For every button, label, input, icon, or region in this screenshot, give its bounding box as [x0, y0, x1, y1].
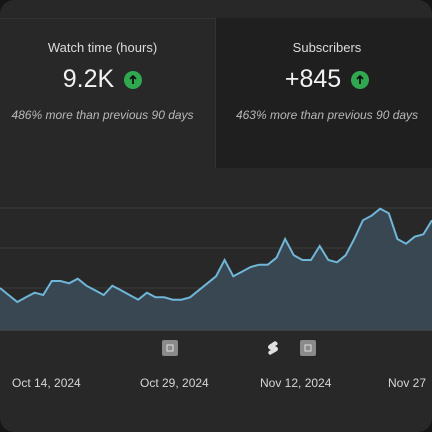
- metric-value: 9.2K: [62, 65, 115, 93]
- chart-line: [0, 207, 432, 304]
- x-tick-label: Oct 14, 2024: [12, 376, 81, 390]
- metric-value: +845: [284, 65, 342, 93]
- arrow-up-icon: [124, 70, 143, 89]
- x-tick-label: Oct 29, 2024: [140, 376, 209, 390]
- trend-chart: [0, 207, 432, 331]
- shorts-icon[interactable]: [266, 340, 280, 356]
- metric-watch-time[interactable]: Watch time (hours) 9.2K 486% more than p…: [0, 18, 215, 168]
- video-marker[interactable]: [162, 340, 178, 356]
- metric-comparison: 486% more than previous 90 days: [11, 108, 194, 122]
- x-tick-label: Nov 12, 2024: [260, 376, 332, 390]
- metric-label: Watch time (hours): [47, 40, 158, 55]
- metric-comparison: 463% more than previous 90 days: [235, 108, 419, 122]
- metric-label: Subscribers: [292, 40, 362, 55]
- arrow-up-icon: [351, 70, 370, 89]
- chart-area: [0, 208, 432, 330]
- x-tick-label: Nov 27: [388, 376, 427, 390]
- metric-subscribers[interactable]: Subscribers +845 463% more than previous…: [215, 18, 432, 168]
- video-marker[interactable]: [300, 340, 316, 356]
